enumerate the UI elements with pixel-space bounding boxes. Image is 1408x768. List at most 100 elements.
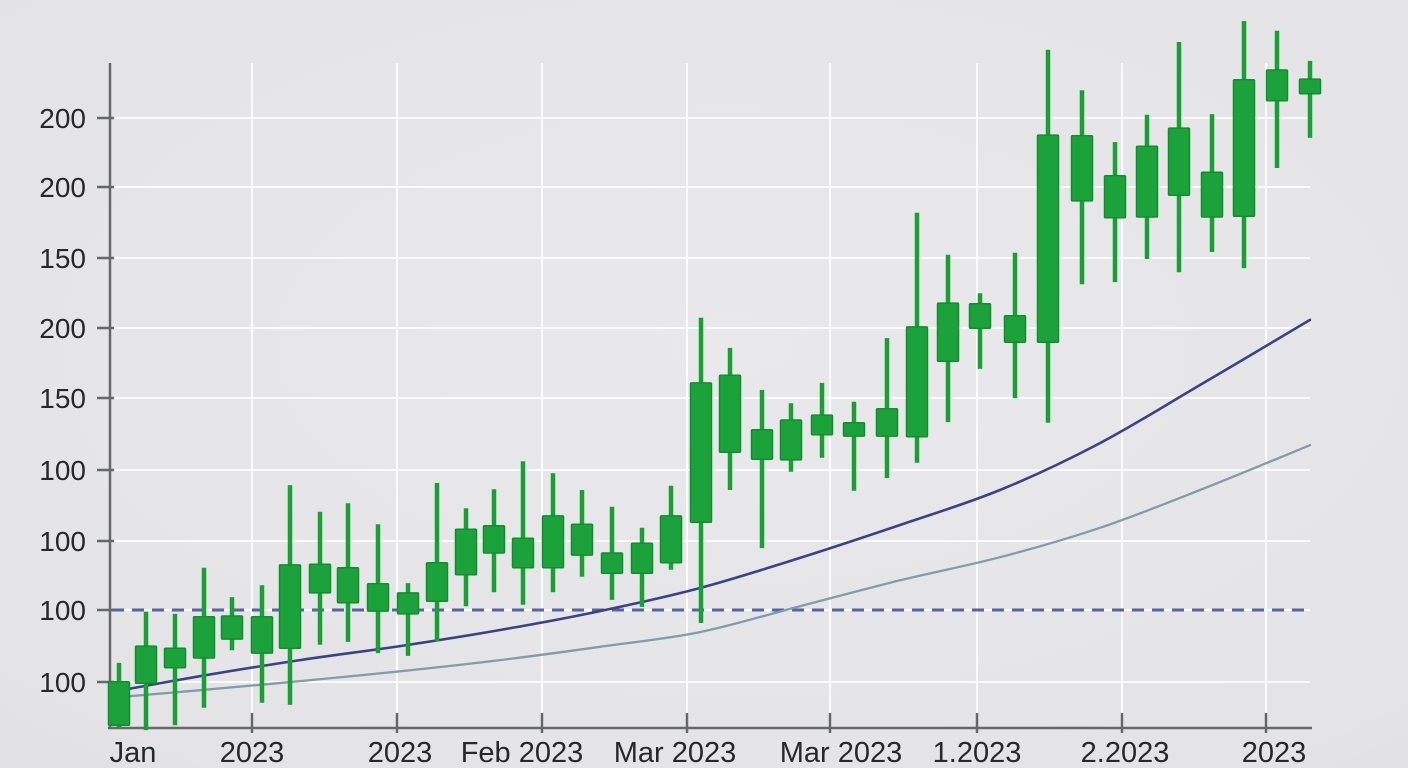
- candle: [1200, 114, 1224, 252]
- candle: [1167, 42, 1191, 273]
- candle-body: [278, 564, 302, 649]
- candle: [1135, 114, 1159, 259]
- candle: [1003, 252, 1027, 399]
- candle: [1103, 142, 1127, 283]
- x-tick-label: 2023: [1242, 737, 1307, 768]
- candle-body: [1200, 171, 1224, 218]
- candle: [875, 338, 899, 479]
- x-tick-label: Mar 2023: [614, 737, 737, 768]
- candle: [454, 508, 478, 607]
- candle: [308, 511, 332, 645]
- candle: [905, 212, 929, 463]
- candle: [192, 567, 216, 708]
- candle: [425, 483, 449, 642]
- candle-body: [905, 326, 929, 438]
- x-tick-label: 1.2023: [933, 737, 1022, 768]
- candle: [570, 490, 594, 577]
- candle-body: [1003, 314, 1027, 344]
- candle: [396, 583, 420, 656]
- candle-body: [1298, 78, 1322, 95]
- candle: [482, 489, 506, 593]
- candle: [541, 473, 565, 593]
- candle: [134, 611, 158, 731]
- y-tick-label: 200: [39, 172, 86, 203]
- candle: [750, 389, 774, 549]
- candle: [689, 317, 713, 623]
- candle: [511, 461, 535, 605]
- candle: [810, 382, 834, 458]
- y-tick-label: 100: [39, 526, 86, 557]
- candle: [1265, 30, 1289, 168]
- candle: [366, 524, 390, 654]
- candle-body: [689, 382, 713, 523]
- candle: [936, 254, 960, 423]
- candle-body: [875, 408, 899, 437]
- candle-body: [968, 303, 992, 330]
- y-tick-label: 100: [39, 667, 86, 698]
- candle-body: [750, 429, 774, 460]
- candle: [1036, 49, 1060, 423]
- candle-body: [1265, 69, 1289, 102]
- candle-body: [192, 615, 216, 659]
- candle: [220, 597, 244, 651]
- candle-body: [659, 515, 683, 564]
- x-tick-label: Mar 2023: [780, 737, 903, 768]
- y-tick-label: 150: [39, 243, 86, 274]
- candle-body: [366, 583, 390, 612]
- candle-body: [842, 422, 866, 437]
- candle-body: [600, 552, 624, 575]
- candle-body: [1167, 127, 1191, 197]
- candle-body: [107, 681, 131, 726]
- candle-body: [779, 419, 803, 461]
- candle: [1232, 21, 1256, 269]
- candle: [1070, 90, 1094, 285]
- candle-body: [482, 524, 506, 554]
- x-tick-label: Jan: [110, 737, 157, 768]
- candle: [600, 506, 624, 600]
- candle-body: [1232, 79, 1256, 218]
- y-tick-label: 200: [39, 313, 86, 344]
- candle-body: [718, 374, 742, 453]
- candle: [1298, 60, 1322, 138]
- candle-body: [163, 647, 187, 669]
- y-tick-label: 100: [39, 455, 86, 486]
- candle: [278, 485, 302, 705]
- x-tick-label: Feb 2023: [461, 737, 584, 768]
- y-tick-label: 150: [39, 383, 86, 414]
- candle-body: [250, 615, 274, 654]
- candle: [630, 527, 654, 607]
- candle: [659, 485, 683, 570]
- candle-body: [1036, 134, 1060, 344]
- x-tick-label: 2023: [368, 737, 433, 768]
- y-tick-label: 200: [39, 103, 86, 134]
- candle-body: [541, 515, 565, 569]
- candle: [107, 662, 131, 728]
- candle: [163, 613, 187, 726]
- candle: [250, 585, 274, 703]
- x-tick-label: 2023: [220, 737, 285, 768]
- candle-body: [336, 566, 360, 604]
- candle-body: [134, 645, 158, 684]
- y-tick-label: 100: [39, 595, 86, 626]
- candle-body: [308, 563, 332, 594]
- trend-line-light: [108, 444, 1312, 700]
- candle-body: [1103, 174, 1127, 219]
- candle: [968, 293, 992, 369]
- candle-body: [810, 414, 834, 436]
- candle-body: [936, 302, 960, 362]
- candle-body: [630, 542, 654, 575]
- candle-body: [220, 615, 244, 640]
- candle: [779, 403, 803, 472]
- candle-body: [1070, 135, 1094, 202]
- candle-body: [1135, 145, 1159, 218]
- candle: [842, 401, 866, 491]
- x-tick-label: 2.2023: [1081, 737, 1170, 768]
- candle: [336, 503, 360, 642]
- candle-body: [454, 528, 478, 576]
- candle-body: [396, 592, 420, 615]
- candle-body: [570, 523, 594, 556]
- candle: [718, 347, 742, 490]
- candle-body: [425, 562, 449, 603]
